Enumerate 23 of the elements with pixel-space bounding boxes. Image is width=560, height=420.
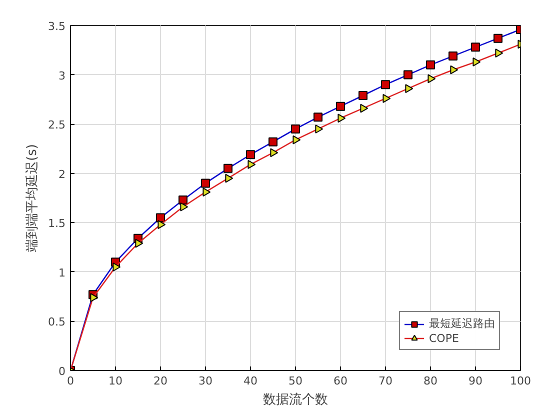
x-axis-title: 数据流个数 — [263, 392, 328, 408]
x-tick-label: 50 — [288, 374, 302, 388]
x-tick-label: 30 — [198, 374, 212, 388]
x-tick-label: 20 — [154, 374, 168, 388]
y-tick-label: 1.5 — [48, 217, 66, 230]
y-axis-title: 端到端平均延迟(s) — [25, 144, 40, 252]
x-tick-label: 0 — [67, 374, 74, 388]
x-tick-label: 70 — [378, 374, 392, 388]
y-tick-label: 2.5 — [48, 118, 66, 132]
y-tick-label: 2 — [58, 168, 66, 181]
y-tick-label: 1 — [58, 266, 66, 280]
y-tick-label: 3 — [58, 69, 66, 82]
x-tick-label: 40 — [244, 374, 258, 388]
legend-label: COPE — [429, 331, 459, 345]
y-tick-label: 0 — [58, 365, 66, 378]
x-tick-label: 80 — [424, 374, 438, 388]
legend-label: 最短延迟路由 — [429, 316, 495, 331]
x-tick-label: 60 — [334, 374, 348, 388]
x-tick-label: 90 — [468, 374, 482, 388]
y-tick-label: 3.5 — [48, 20, 66, 33]
x-tick-label: 100 — [510, 374, 531, 388]
x-tick-label: 10 — [108, 374, 122, 388]
y-tick-label: 0.5 — [48, 316, 66, 329]
